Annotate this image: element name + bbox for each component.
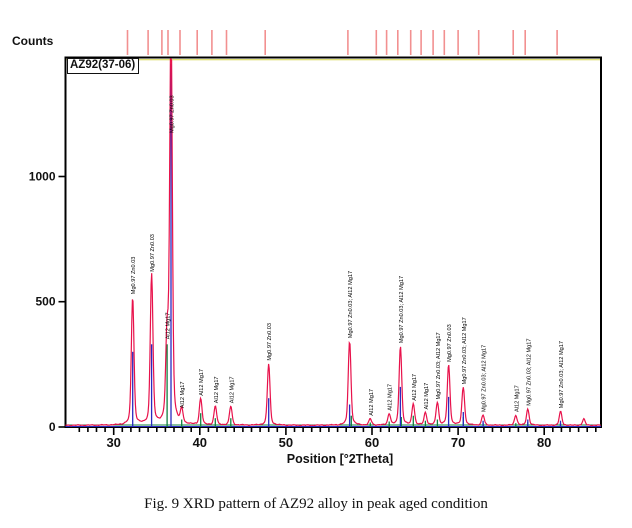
x-tick-label: 40	[193, 435, 207, 450]
peak-label: Mg0.97 Zn0.03; Al12 Mg17	[399, 276, 405, 343]
peak-label: Mg0.97 Zn0.03	[447, 324, 453, 362]
x-tick-label: 60	[365, 435, 379, 450]
peak-label: Mg0.97 Zn0.03	[131, 257, 137, 295]
y-axis-ticks: 0 500 1000	[29, 170, 66, 434]
peak-label: Al12 Mg17	[424, 383, 430, 410]
peak-label: Mg0.97 Zn0.03; Al12 Mg17	[559, 341, 565, 408]
peak-label: Al12 Mg17	[388, 384, 394, 411]
legend-phase-box: AZ92(37-06)	[67, 58, 140, 74]
peak-label: Al12 Mg17	[369, 389, 375, 416]
y-tick-label: 500	[35, 295, 55, 309]
peak-label: Mg0.97 Zn0.03	[170, 95, 176, 133]
x-tick-label: 30	[106, 435, 120, 450]
peak-label: Al12 Mg17	[229, 376, 235, 403]
measured-curve	[65, 58, 601, 427]
peak-label: Mg0.97 Zn0.03; Al12 Mg17	[526, 339, 532, 406]
x-tick-label: 70	[451, 435, 465, 450]
peak-label: Al12 Mg17	[514, 385, 520, 412]
peak-label: Mg0.97 Zn0.03	[267, 323, 273, 361]
x-axis-title: Position [°2Theta]	[286, 452, 394, 466]
peak-phase-labels: Mg0.97 Zn0.03 Mg0.97 Zn0.03 Al12 Mg17 Mg0.9…	[131, 95, 565, 415]
peak-label: Mg0.97 Zn0.03	[150, 234, 156, 272]
peak-label: Al12 Mg17	[166, 313, 172, 340]
figure-caption: Fig. 9 XRD pattern of AZ92 alloy in peak…	[144, 496, 488, 512]
peak-label: Al12 Mg17	[180, 381, 186, 408]
y-tick-label: 1000	[29, 170, 56, 184]
peak-label: Mg0.97 Zn0.03; Al12 Mg17	[462, 317, 468, 384]
top-peak-ticks	[126, 30, 558, 55]
peak-label: Mg0.97 Zn0.03; Al12 Mg17	[348, 271, 354, 338]
peak-label: Al12 Mg17	[214, 376, 220, 403]
mg-reference-sticks	[132, 63, 562, 427]
y-tick-label: 0	[49, 420, 56, 434]
x-tick-label: 50	[279, 435, 293, 450]
peak-label: Al12 Mg17	[199, 369, 205, 396]
al-reference-sticks	[166, 344, 562, 427]
x-axis-ticks: 30 40 50 60 70 80	[78, 428, 597, 450]
x-tick-label: 80	[537, 435, 551, 450]
peak-label: Mg0.97 Zn0.03; Al12 Mg17	[436, 332, 442, 399]
peak-label: Mg0.97 Zn0.03; Al12 Mg17	[482, 345, 488, 412]
plot-border	[64, 56, 602, 428]
peak-label: Al12 Mg17	[412, 374, 418, 401]
y-axis-title: Counts	[12, 34, 54, 48]
